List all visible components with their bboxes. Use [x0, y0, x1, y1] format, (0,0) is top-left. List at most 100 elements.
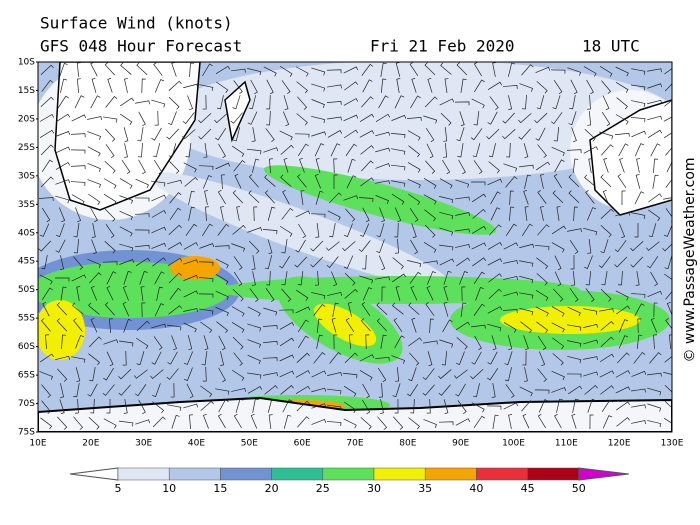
- wind-barb: [460, 302, 467, 317]
- wind-barb: [103, 178, 117, 189]
- wind-barb: [107, 77, 113, 93]
- wind-barb: [378, 382, 383, 398]
- wind-barb: [505, 223, 517, 237]
- wind-barb: [231, 306, 245, 317]
- wind-barb: [311, 387, 327, 393]
- wind-barb: [90, 285, 98, 301]
- wind-barb: [568, 111, 577, 126]
- wind-barb: [40, 96, 54, 107]
- lat-label: 65S: [18, 371, 35, 381]
- wind-barb: [326, 256, 339, 268]
- wind-barb: [182, 112, 195, 125]
- wind-barb: [252, 398, 259, 413]
- wind-barb: [231, 387, 246, 392]
- wind-barb: [233, 160, 246, 172]
- wind-barb: [587, 111, 592, 126]
- wind-barb: [248, 174, 259, 188]
- wind-barb: [168, 160, 180, 174]
- wind-barb: [281, 80, 291, 95]
- wind-barb: [521, 400, 534, 412]
- wind-barb: [57, 95, 69, 109]
- wind-barb: [472, 257, 487, 267]
- wind-barb: [315, 190, 324, 205]
- wind-barb: [137, 142, 143, 158]
- wind-barb: [279, 322, 295, 330]
- wind-barb: [215, 290, 229, 301]
- wind-barb: [217, 95, 224, 110]
- wind-barb: [377, 367, 387, 383]
- wind-barb: [471, 193, 487, 203]
- wind-barb: [295, 210, 311, 218]
- wind-barb: [87, 131, 102, 140]
- wind-barb: [233, 413, 242, 429]
- wind-barb: [470, 181, 486, 186]
- wind-barb: [473, 111, 480, 126]
- wind-barb: [455, 244, 470, 248]
- wind-barb: [571, 413, 577, 429]
- wind-barb: [456, 337, 468, 350]
- wind-barb: [523, 367, 528, 382]
- wind-barb: [279, 370, 295, 378]
- lat-label: 25S: [18, 143, 35, 153]
- wind-barb: [281, 207, 294, 220]
- wind-barb: [553, 173, 563, 189]
- wind-barb: [487, 367, 499, 381]
- wind-barb: [636, 158, 641, 173]
- wind-barb: [487, 81, 503, 91]
- wind-barb: [603, 157, 609, 173]
- wind-barb: [407, 130, 421, 141]
- wind-barb: [299, 157, 305, 173]
- wind-barb: [266, 110, 271, 126]
- wind-barb: [231, 68, 246, 73]
- wind-barb: [631, 370, 647, 377]
- wind-barb: [572, 398, 579, 413]
- wind-barb: [408, 193, 421, 206]
- wind-barb: [472, 143, 481, 158]
- wind-barb: [376, 302, 388, 316]
- wind-barb: [522, 413, 530, 429]
- wind-barb: [311, 370, 327, 378]
- wind-barb: [471, 98, 485, 109]
- wind-barb: [106, 285, 114, 301]
- wind-barb: [250, 79, 258, 95]
- wind-barb: [381, 286, 386, 302]
- wind-barb: [90, 95, 101, 109]
- wind-barb: [153, 336, 163, 351]
- title: Surface Wind (knots): [40, 14, 233, 33]
- wind-barb: [393, 317, 403, 332]
- lon-label: 50E: [241, 439, 258, 449]
- wind-barb: [168, 80, 182, 91]
- colorbar-segment: [424, 467, 477, 481]
- wind-barb: [584, 128, 596, 142]
- wind-barb: [343, 66, 359, 74]
- wind-barb: [138, 159, 146, 175]
- wind-barb: [519, 164, 534, 169]
- wind-barb: [76, 62, 81, 77]
- wind-barb: [183, 83, 198, 89]
- wind-barb: [664, 384, 672, 393]
- wind-barb: [551, 370, 565, 381]
- wind-barb: [40, 144, 54, 156]
- wind-barb: [630, 241, 644, 252]
- wind-barb: [247, 68, 262, 76]
- wind-barb: [267, 239, 273, 255]
- wind-barb: [91, 223, 96, 238]
- wind-barb: [327, 371, 342, 376]
- colorbar-label: 35: [418, 482, 432, 495]
- wind-barb: [619, 223, 626, 239]
- wind-barb: [186, 383, 194, 399]
- wind-barb: [360, 177, 375, 187]
- wind-barb: [443, 399, 449, 415]
- wind-barb: [343, 195, 359, 201]
- wind-barb: [486, 128, 500, 140]
- wind-barb: [567, 228, 582, 233]
- wind-barb: [534, 389, 550, 394]
- wind-barb: [599, 308, 614, 313]
- wind-barb: [264, 174, 276, 187]
- wind-barb: [509, 190, 514, 206]
- wind-barb: [391, 114, 407, 121]
- wind-barb: [214, 245, 230, 250]
- wind-barb: [198, 261, 214, 266]
- lat-label: 10S: [18, 58, 35, 68]
- wind-barb: [61, 334, 67, 350]
